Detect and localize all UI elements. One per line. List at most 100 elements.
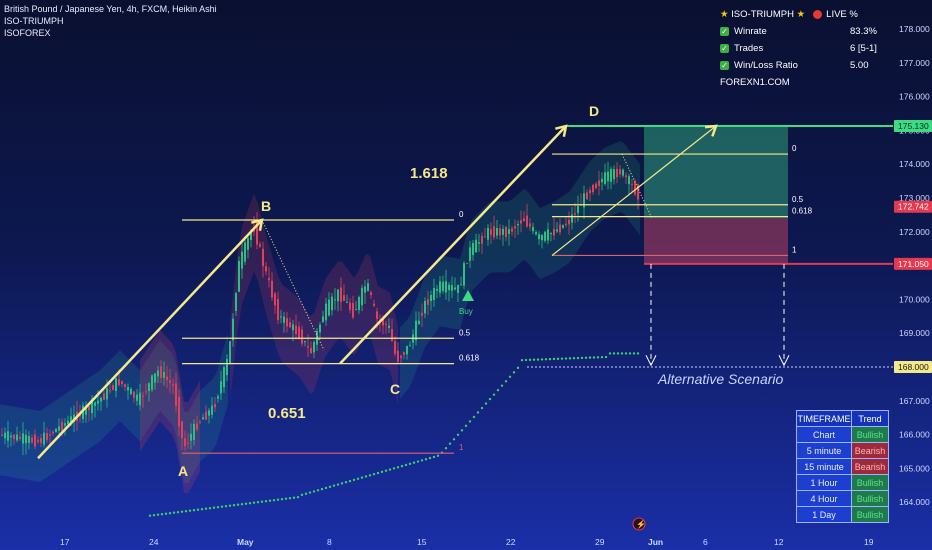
trail-dot [556, 357, 560, 361]
candle-body [199, 421, 201, 423]
trail-dot [588, 356, 592, 359]
candle-body [610, 168, 612, 182]
candle-body [349, 302, 351, 310]
stop-zone [644, 218, 788, 264]
trail-dot [572, 357, 576, 360]
trail-dot [460, 429, 464, 432]
candle-body [376, 311, 378, 319]
trail-dot [164, 512, 168, 515]
candle-body [217, 396, 219, 399]
candle-body [94, 402, 96, 406]
candle-body [52, 431, 54, 434]
x-tick-label: Jun [648, 537, 663, 547]
candle-body [592, 184, 594, 193]
wave-label: A [178, 463, 188, 479]
fib-label: 1 [459, 443, 464, 452]
trail-dot [420, 459, 424, 462]
trail-dot [408, 462, 412, 466]
candle-body [439, 281, 441, 293]
candle-body [355, 309, 357, 311]
candle-body [202, 417, 204, 420]
trail-dot [604, 355, 608, 359]
trail-dot [628, 352, 632, 355]
candle-body [418, 320, 420, 325]
candle-body [169, 380, 171, 383]
stat-value: 6 [5-1] [850, 43, 877, 54]
arrow-head-icon [555, 124, 568, 138]
candle-body [148, 383, 150, 392]
trail-dot [320, 487, 324, 491]
candle-body [34, 434, 36, 447]
trend-header: Trend [851, 410, 889, 427]
trail-dot [500, 384, 504, 387]
x-tick-label: 29 [595, 537, 605, 547]
price-tag [894, 200, 932, 213]
trail-dot [232, 504, 236, 507]
trail-dot [332, 484, 336, 487]
trail-dot [240, 503, 244, 506]
candle-body [97, 400, 99, 404]
wave-cd [339, 125, 567, 365]
candle-body [10, 435, 12, 438]
trail-dot [376, 471, 380, 475]
trail-dot [568, 357, 572, 360]
y-tick-label: 174.000 [899, 159, 930, 169]
check-icon: ✓ [720, 44, 729, 53]
candle-body [631, 183, 633, 185]
trend-cell: Bearish [851, 458, 889, 475]
fib-label: 0.618 [459, 354, 480, 363]
candle-body [31, 437, 33, 443]
candle-body [136, 394, 138, 401]
wave-label: C [390, 381, 400, 397]
trail-dot [152, 514, 156, 517]
candle-body [226, 358, 228, 376]
price-tag-label: 172.742 [898, 202, 929, 212]
trail-dot [236, 503, 240, 506]
wave-lines: A B C D 0.651 1.618 [37, 103, 718, 479]
candle-body [472, 243, 474, 256]
trail-dot [220, 505, 224, 508]
candle-body [430, 295, 432, 302]
ratio-label: 0.651 [268, 405, 306, 422]
candle-body [622, 169, 624, 176]
stat-value: 83.3% [850, 26, 877, 37]
trail-dot [192, 509, 196, 512]
candle-body [127, 386, 129, 391]
candle-body [346, 301, 348, 303]
trend-cell: Bearish [851, 442, 889, 459]
candle-body [133, 391, 135, 398]
candle-body [175, 383, 177, 406]
trail-dot [216, 506, 220, 509]
y-tick-label: 176.000 [899, 92, 930, 102]
candle-body [211, 405, 213, 415]
trail-dot [496, 388, 500, 392]
trail-dot [148, 514, 152, 517]
candle-body [130, 388, 132, 395]
x-tick-label: May [237, 537, 254, 547]
candle-body [601, 178, 603, 183]
star-icon: ★ [720, 9, 729, 20]
candle-body [232, 318, 234, 341]
candle-body [514, 226, 516, 229]
trail-dot [296, 496, 300, 499]
candle-body [433, 288, 435, 300]
candle-body [196, 423, 198, 430]
candle-body [547, 229, 549, 241]
candle-body [352, 302, 354, 318]
fib-levels: 0 0.5 0.618 1 0 0.5 0.618 1 [182, 144, 813, 454]
check-icon: ✓ [720, 61, 729, 70]
trail-dot [612, 352, 616, 355]
candle-body [154, 373, 156, 383]
candle-body [109, 390, 111, 392]
candle-body [262, 248, 264, 267]
candle-body [256, 221, 258, 245]
candle-body [166, 376, 168, 380]
trade-zones: Alternative Scenario Buy [459, 125, 893, 387]
trail-dot [224, 505, 228, 508]
trail-dot [540, 358, 544, 361]
candle-body [421, 312, 423, 316]
candle-body [289, 322, 291, 328]
tf-cell: 5 minute [796, 442, 852, 459]
stats-title-row: ★ ISO-TRIUMPH ★ LIVE % [720, 6, 890, 23]
